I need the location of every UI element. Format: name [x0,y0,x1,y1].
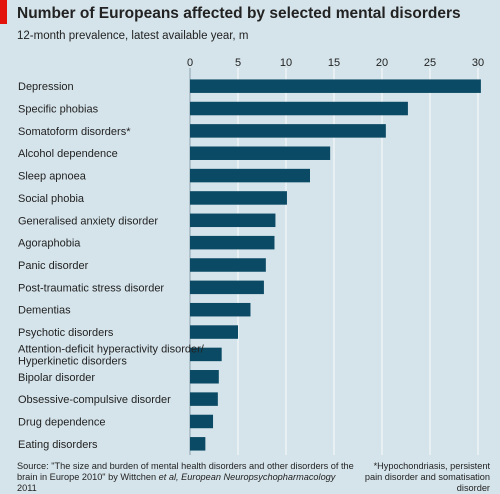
bar-8 [190,258,266,272]
bar-6 [190,213,276,228]
category-label-13: Bipolar disorder [18,372,95,384]
x-tick-label-5: 5 [235,57,241,69]
source-text-before: Source: "The size and burden of mental h… [17,461,354,482]
bar-0 [190,79,481,93]
bars [190,79,481,451]
category-label-6: Generalised anxiety disorder [18,215,158,227]
category-label-8: Panic disorder [18,260,89,272]
category-label-5: Social phobia [18,193,85,205]
bar-11 [190,325,238,339]
category-label-14: Obsessive-compulsive disorder [18,394,171,406]
category-label-12: Attention-deficit hyperactivity disorder… [18,343,205,367]
x-tick-label-25: 25 [424,57,436,69]
category-label-1: Specific phobias [18,104,99,116]
bar-15 [190,414,214,429]
category-label-4: Sleep apnoea [18,171,87,183]
category-label-16: Eating disorders [18,439,98,451]
category-label-10: Dementias [18,305,71,317]
bar-13 [190,370,219,384]
chart-title: Number of Europeans affected by selected… [17,5,461,22]
bar-16 [190,437,206,451]
category-label-9: Post-traumatic stress disorder [18,282,164,294]
bar-7 [190,235,275,250]
bar-chart: 0 5 10 15 20 25 30 Depression Specific phobias S… [18,57,484,455]
source-text-italic: et al, European Neuropsychopharmacology [158,472,336,482]
bar-9 [190,280,264,295]
category-label-0: Depression [18,81,74,93]
source-text-after: 2011 [17,483,37,493]
category-label-3: Alcohol dependence [18,148,118,160]
category-labels: Depression Specific phobias Somatoform dis… [18,81,205,451]
category-label-11: Psychotic disorders [18,327,114,339]
x-tick-label-20: 20 [376,57,388,69]
x-tick-label-10: 10 [280,57,292,69]
bar-1 [190,101,408,116]
bar-5 [190,191,287,205]
bar-10 [190,302,251,317]
x-axis-ticks: 0 5 10 15 20 25 30 [187,57,484,69]
bar-4 [190,168,310,183]
bar-12 [190,347,222,362]
bar-14 [190,392,218,406]
bar-3 [190,146,331,160]
x-tick-label-0: 0 [187,57,193,69]
x-tick-label-15: 15 [328,57,340,69]
category-label-15: Drug dependence [18,416,105,428]
category-label-7: Agoraphobia [18,238,81,250]
category-label-2: Somatoform disorders* [18,126,131,138]
bar-2 [190,124,386,138]
brand-red-tab [0,0,7,24]
x-tick-label-30: 30 [472,57,484,69]
footnote: *Hypochondriasis, persistent pain disord… [364,461,490,493]
chart-subtitle: 12-month prevalence, latest available ye… [17,30,249,42]
source-note: Source: "The size and burden of mental h… [17,461,357,494]
